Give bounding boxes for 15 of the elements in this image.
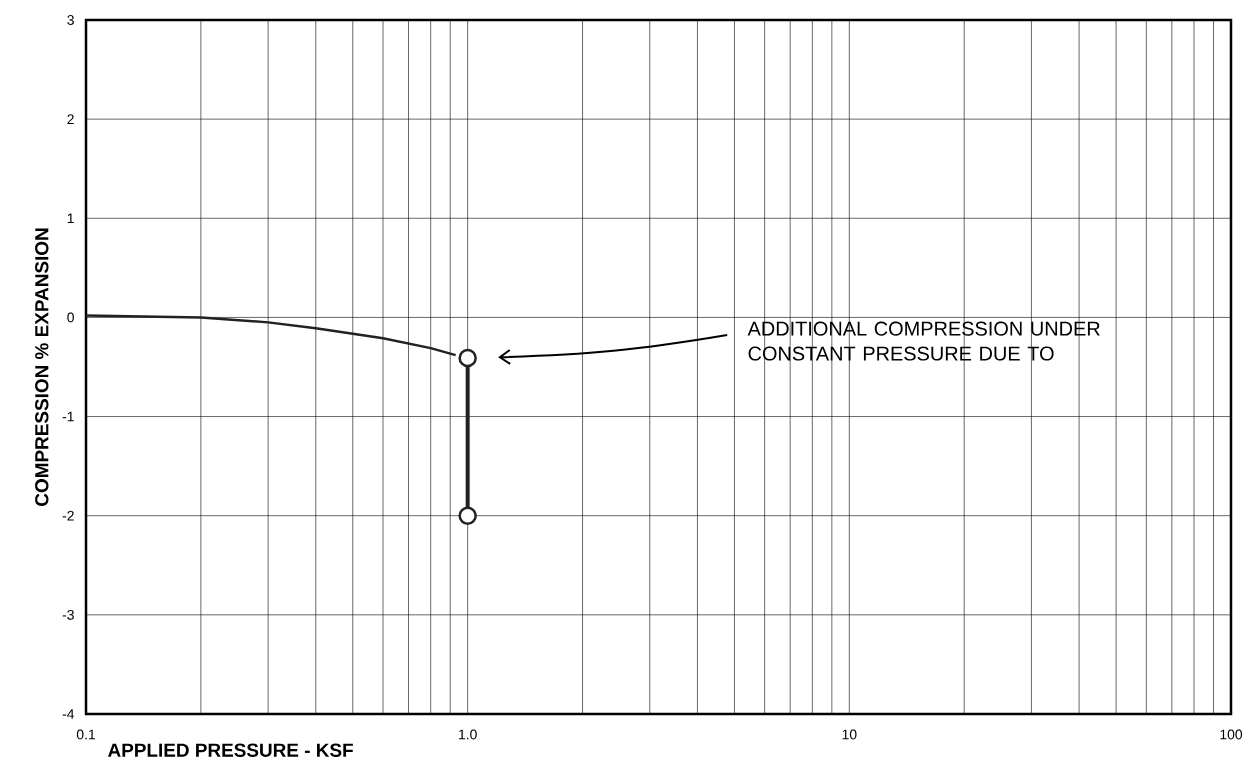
y-tick-label: -2 [62, 510, 74, 521]
y-axis-title: COMPRESSION % EXPANSION [35, 228, 49, 506]
y-tick-label: -4 [62, 709, 75, 719]
y-tick-label: -3 [62, 609, 74, 620]
x-axis-title: APPLIED PRESSURE - KSF [107, 743, 353, 757]
x-tick-label: 100 [1220, 729, 1243, 740]
y-tick-label: 1 [67, 213, 74, 224]
x-tick-label: 10 [842, 729, 857, 740]
x-tick-label: 0.1 [76, 729, 96, 740]
y-tick-label: 3 [67, 15, 74, 25]
y-tick-label: -1 [62, 411, 74, 422]
annotation: ADDITIONAL COMPRESSION UNDER CONSTANT PRESSURE DUE TO [747, 321, 1100, 361]
x-tick-label: 1.0 [459, 729, 477, 740]
y-tick-label: 0 [67, 312, 74, 323]
y-tick-label: 2 [67, 114, 74, 124]
